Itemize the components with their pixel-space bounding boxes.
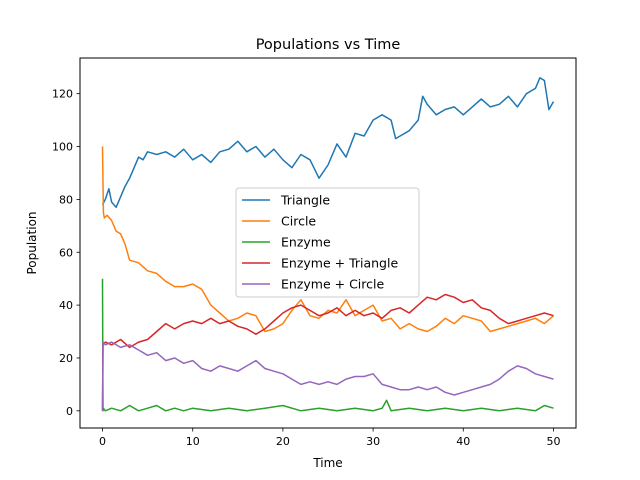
- legend-entry: Enzyme: [242, 235, 331, 250]
- series-line-5: [101, 341, 554, 411]
- legend-label: Enzyme: [281, 235, 331, 250]
- y-axis-label: Population: [25, 211, 39, 274]
- legend-label: Triangle: [280, 193, 330, 208]
- series-line-4: [101, 293, 554, 411]
- x-axis-label: Time: [312, 456, 342, 470]
- series-line-1: [101, 77, 555, 209]
- x-tick-label: 30: [366, 435, 380, 448]
- legend-entry: Circle: [242, 214, 316, 229]
- y-tick-label: 20: [59, 352, 73, 365]
- y-tick-label: 60: [59, 246, 73, 259]
- legend-label: Enzyme + Circle: [281, 277, 384, 292]
- axes-frame: [79, 57, 577, 429]
- x-tick-label: 10: [186, 435, 200, 448]
- x-tick-label: 20: [276, 435, 290, 448]
- series-lines: [101, 77, 555, 412]
- legend-entry: Triangle: [242, 193, 330, 208]
- legend-box: [235, 187, 420, 298]
- legend-label: Circle: [281, 214, 316, 229]
- x-axis-ticks: 0 10 20 30 40 50: [99, 428, 560, 448]
- x-tick-label: 50: [546, 435, 560, 448]
- x-tick-label: 40: [456, 435, 470, 448]
- legend-entry: Enzyme + Circle: [242, 277, 384, 292]
- legend-items: Triangle Circle Enzyme Enzyme + Triangle Enz…: [242, 193, 398, 292]
- x-tick-label: 0: [99, 435, 106, 448]
- y-tick-label: 120: [52, 88, 73, 101]
- y-tick-label: 80: [59, 193, 73, 206]
- y-tick-label: 100: [52, 141, 73, 154]
- legend: Triangle Circle Enzyme Enzyme + Triangle Enz…: [235, 187, 420, 298]
- series-line-3: [101, 278, 554, 412]
- y-tick-label: 40: [59, 299, 73, 312]
- y-axis-ticks: 0 20 40 60 80 100 120: [52, 88, 80, 418]
- legend-label: Enzyme + Triangle: [281, 256, 398, 271]
- chart-title: Populations vs Time: [256, 37, 401, 53]
- legend-entry: Enzyme + Triangle: [242, 256, 398, 271]
- y-tick-label: 0: [66, 405, 73, 418]
